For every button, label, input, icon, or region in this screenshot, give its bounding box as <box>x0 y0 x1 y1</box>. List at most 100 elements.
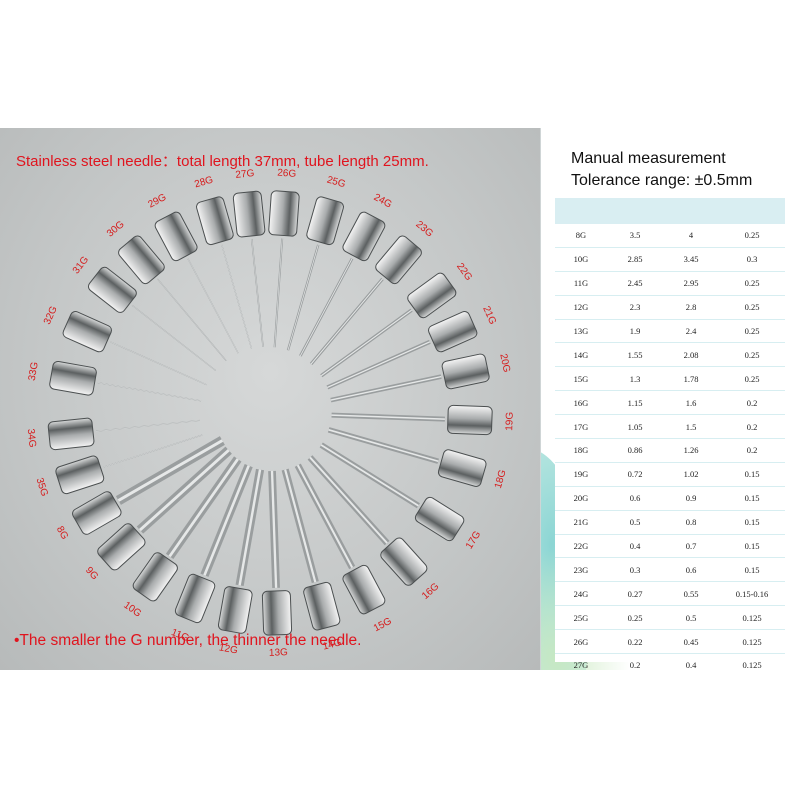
gauge-label: 32G <box>42 304 60 326</box>
needle-highlight <box>320 444 419 507</box>
gauge-label: 25G <box>326 175 347 191</box>
table-header-bar <box>555 198 785 224</box>
table-cell: 0.45 <box>663 629 719 655</box>
table-cell: 1.3 <box>607 366 663 392</box>
needle: 25G <box>286 175 347 351</box>
table-cell: 0.3 <box>607 557 663 583</box>
table-cell: 19G <box>555 462 607 487</box>
table-cell: 0.2 <box>719 390 785 416</box>
needle-hub <box>375 235 422 285</box>
table-cell: 2.45 <box>607 271 663 296</box>
table-row: 10G 2.85 3.45 0.3 <box>555 247 785 272</box>
needle-highlight <box>284 469 317 583</box>
needle-hub <box>268 190 300 237</box>
needle-highlight <box>138 449 230 532</box>
needle-hub <box>217 586 253 634</box>
table-cell: 11G <box>555 271 607 296</box>
table-row: 17G 1.05 1.5 0.2 <box>555 414 785 440</box>
table-cell: 0.15 <box>719 534 785 559</box>
needle: 13G <box>261 470 293 659</box>
table-cell: 10G <box>555 247 607 272</box>
needle-highlight <box>110 341 207 386</box>
table-cell: 0.27 <box>607 581 663 607</box>
table-cell: 0.4 <box>663 653 719 670</box>
needle-hub <box>428 311 478 353</box>
table-cell: 0.25 <box>719 366 785 392</box>
needle: 8G <box>54 436 225 542</box>
table-cell: 0.125 <box>719 629 785 655</box>
table-row: 15G 1.3 1.78 0.25 <box>555 366 785 392</box>
gauge-label: 20G <box>497 353 512 374</box>
table-cell: 1.5 <box>663 414 719 440</box>
gauge-label: 21G <box>480 305 498 327</box>
gauge-label: 34G <box>25 428 38 448</box>
table-cell: 0.4 <box>607 534 663 559</box>
table-cell: 0.5 <box>607 510 663 535</box>
needle-hub <box>407 272 457 319</box>
needle-hub <box>174 573 216 624</box>
gauge-label: 19G <box>504 412 516 431</box>
needle-hub <box>49 360 97 396</box>
table-cell: 3.45 <box>663 247 719 272</box>
gauge-label: 30G <box>105 219 127 240</box>
table-cell: 26G <box>555 629 607 655</box>
needle-highlight <box>221 244 252 349</box>
needle: 26G <box>268 168 300 348</box>
table-row: 14G 1.55 2.08 0.25 <box>555 342 785 368</box>
divider <box>540 128 541 670</box>
table-cell: 0.25 <box>719 224 785 248</box>
needle: 27G <box>232 168 266 348</box>
gauge-label: 22G <box>454 261 474 283</box>
needle-hub <box>232 190 266 238</box>
table-cell: 2.3 <box>607 295 663 320</box>
needle-hub <box>380 537 428 586</box>
table-cell: 22G <box>555 534 607 559</box>
gauge-label: 31G <box>71 254 91 276</box>
table-cell: 0.55 <box>663 581 719 607</box>
table-cell: 0.22 <box>607 629 663 655</box>
needle: 34G <box>25 417 200 451</box>
needle-hub <box>118 235 165 285</box>
table-row: 11G 2.45 2.95 0.25 <box>555 271 785 296</box>
needle-hub <box>303 581 341 631</box>
table-cell: 13G <box>555 319 607 344</box>
table-cell: 2.4 <box>663 319 719 344</box>
gauge-label: 17G <box>464 529 483 551</box>
table-cell: 1.15 <box>607 390 663 416</box>
table-cell: 18G <box>555 438 607 463</box>
needle-hub <box>72 491 122 535</box>
table-cell: 25G <box>555 605 607 631</box>
needle-highlight <box>117 439 224 502</box>
gauge-label: 12G <box>218 642 239 656</box>
needle: 14G <box>281 468 343 653</box>
table-row: 12G 2.3 2.8 0.25 <box>555 295 785 320</box>
gauge-label: 9G <box>83 565 100 582</box>
table-row: 25G 0.25 0.5 0.125 <box>555 605 785 631</box>
needle: 12G <box>217 468 265 657</box>
table-cell: 1.02 <box>663 462 719 487</box>
table-cell: 0.9 <box>663 486 719 511</box>
table-row: 16G 1.15 1.6 0.2 <box>555 390 785 416</box>
table-cell: 0.2 <box>607 653 663 670</box>
table-cell: 12G <box>555 295 607 320</box>
needle-highlight <box>327 341 431 389</box>
needle-highlight <box>97 382 202 402</box>
table-row: 22G 0.4 0.7 0.15 <box>555 534 785 559</box>
needle-hub <box>196 196 234 246</box>
table-cell: 0.125 <box>719 605 785 631</box>
gauge-label: 23G <box>413 219 435 240</box>
table-cell: 1.78 <box>663 366 719 392</box>
table-row: 18G 0.86 1.26 0.2 <box>555 438 785 463</box>
table-row: 27G 0.2 0.4 0.125 <box>555 653 785 670</box>
gauge-label: 28G <box>193 174 214 190</box>
needle-hub <box>154 211 198 262</box>
needle-highlight <box>287 244 319 351</box>
table-cell: 0.72 <box>607 462 663 487</box>
gauge-label: 33G <box>27 361 41 382</box>
needle-highlight <box>187 258 239 354</box>
needle: 19G <box>331 404 516 436</box>
table-cell: 0.86 <box>607 438 663 463</box>
needle-highlight <box>251 238 264 347</box>
gauge-label: 27G <box>235 168 255 181</box>
